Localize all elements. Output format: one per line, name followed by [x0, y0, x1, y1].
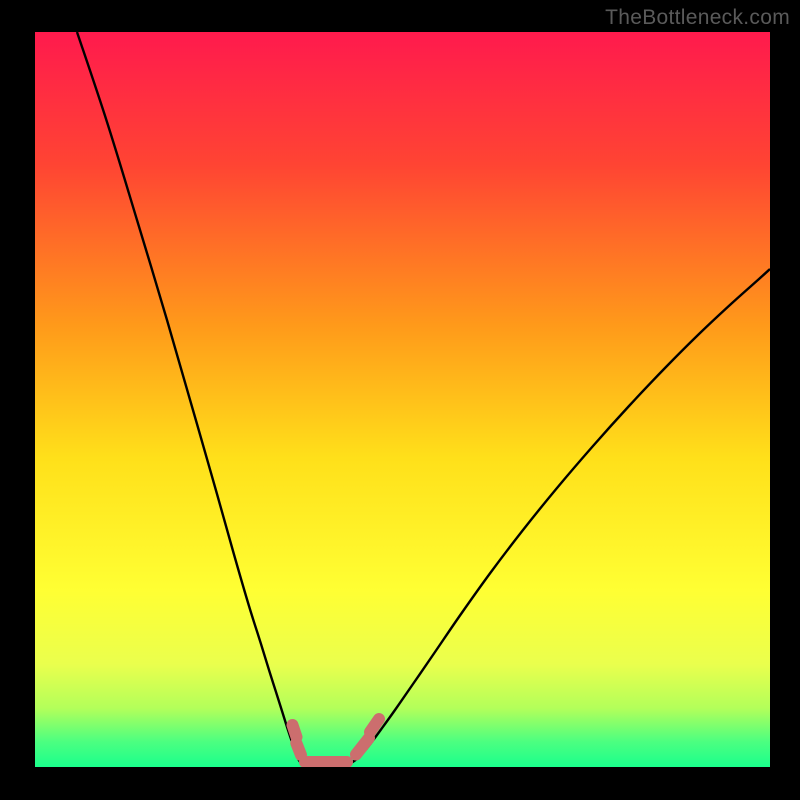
watermark-text: TheBottleneck.com	[605, 6, 790, 30]
chart-container: TheBottleneck.com	[0, 0, 800, 800]
highlight-marker	[370, 719, 379, 732]
gradient-background	[35, 32, 770, 767]
plot-area	[35, 32, 770, 767]
highlight-marker	[296, 743, 301, 755]
bottleneck-curve-chart	[35, 32, 770, 767]
highlight-marker	[293, 725, 297, 737]
